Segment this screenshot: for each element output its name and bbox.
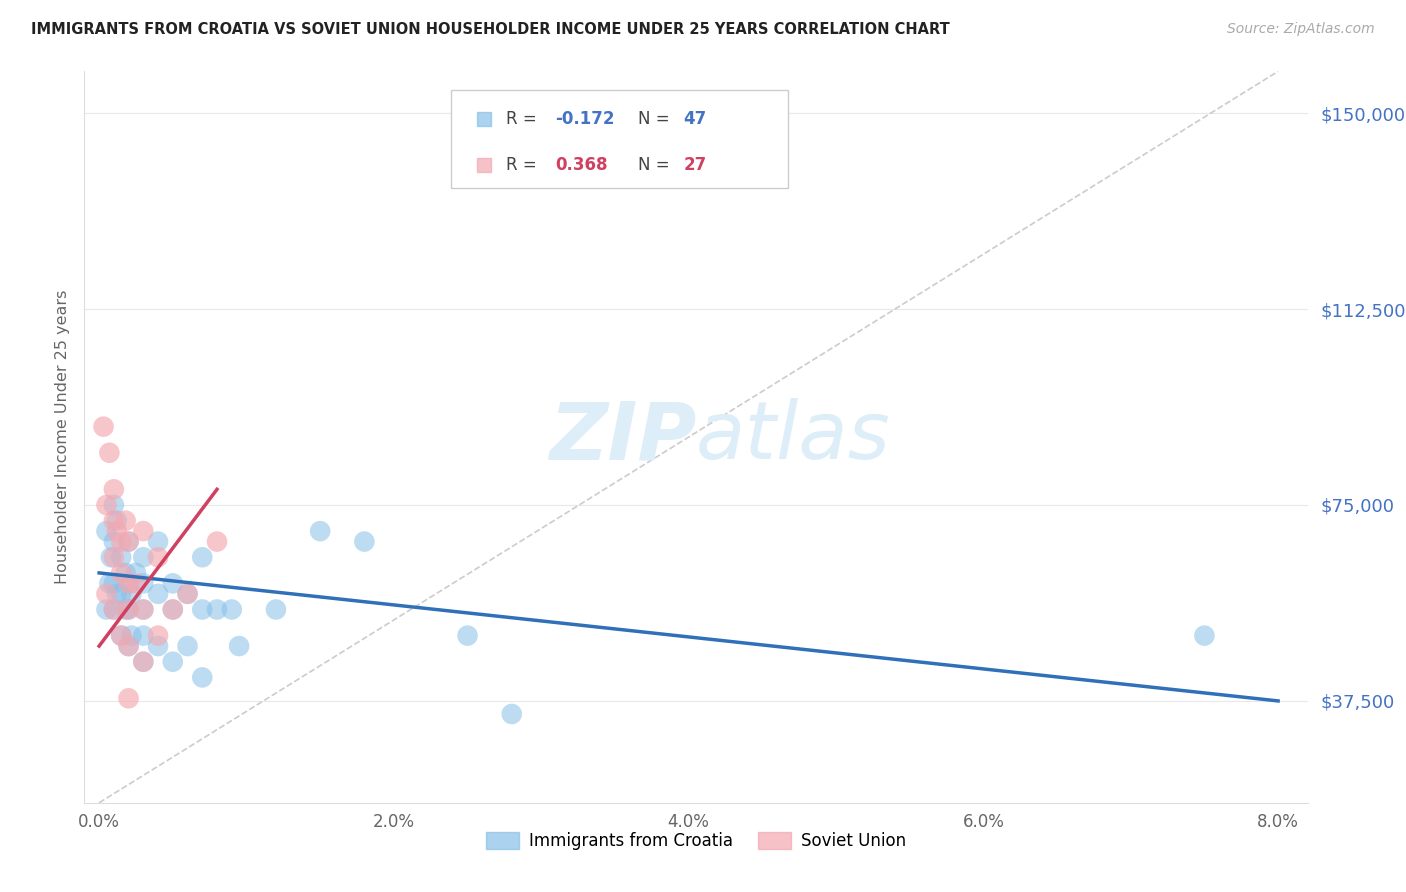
- Point: [121, 629, 143, 643]
- Point: [117, 576, 139, 591]
- Point: [110, 629, 132, 643]
- Point: [501, 706, 523, 721]
- Point: [132, 655, 155, 669]
- Point: [146, 639, 169, 653]
- Point: [110, 566, 132, 580]
- Point: [132, 602, 155, 616]
- Point: [103, 550, 125, 565]
- Point: [103, 514, 125, 528]
- Point: [117, 576, 139, 591]
- Point: [100, 550, 122, 565]
- Point: [191, 602, 214, 616]
- Point: [105, 587, 128, 601]
- Text: N =: N =: [638, 155, 675, 174]
- Point: [132, 524, 155, 538]
- Point: [1194, 629, 1216, 643]
- Point: [103, 602, 125, 616]
- Point: [146, 534, 169, 549]
- FancyBboxPatch shape: [451, 90, 787, 188]
- Point: [93, 419, 115, 434]
- Point: [96, 602, 118, 616]
- Point: [121, 587, 143, 601]
- Point: [162, 602, 184, 616]
- Point: [117, 691, 139, 706]
- Point: [205, 534, 228, 549]
- Point: [264, 602, 287, 616]
- Text: IMMIGRANTS FROM CROATIA VS SOVIET UNION HOUSEHOLDER INCOME UNDER 25 YEARS CORREL: IMMIGRANTS FROM CROATIA VS SOVIET UNION …: [31, 22, 949, 37]
- Point: [132, 550, 155, 565]
- Point: [105, 524, 128, 538]
- Point: [103, 602, 125, 616]
- Point: [191, 670, 214, 684]
- Text: -0.172: -0.172: [555, 110, 614, 128]
- Point: [132, 602, 155, 616]
- Point: [176, 639, 198, 653]
- Point: [146, 587, 169, 601]
- Point: [110, 629, 132, 643]
- Point: [132, 629, 155, 643]
- Text: N =: N =: [638, 110, 675, 128]
- Point: [117, 602, 139, 616]
- Point: [110, 534, 132, 549]
- Point: [117, 534, 139, 549]
- Point: [176, 587, 198, 601]
- Text: 47: 47: [683, 110, 707, 128]
- Point: [103, 576, 125, 591]
- Point: [162, 655, 184, 669]
- Point: [105, 514, 128, 528]
- Point: [98, 576, 121, 591]
- Point: [353, 534, 375, 549]
- Text: 0.368: 0.368: [555, 155, 607, 174]
- Point: [103, 483, 125, 497]
- Point: [98, 446, 121, 460]
- Point: [146, 550, 169, 565]
- Point: [205, 602, 228, 616]
- Point: [191, 550, 214, 565]
- Point: [96, 524, 118, 538]
- Point: [96, 587, 118, 601]
- Point: [110, 587, 132, 601]
- Point: [114, 514, 136, 528]
- Point: [103, 534, 125, 549]
- Point: [96, 498, 118, 512]
- Point: [125, 566, 148, 580]
- Point: [117, 534, 139, 549]
- Point: [110, 550, 132, 565]
- Point: [309, 524, 332, 538]
- Text: atlas: atlas: [696, 398, 891, 476]
- Point: [117, 639, 139, 653]
- Point: [117, 639, 139, 653]
- Point: [221, 602, 243, 616]
- Point: [457, 629, 479, 643]
- Point: [176, 587, 198, 601]
- Point: [132, 655, 155, 669]
- Point: [228, 639, 250, 653]
- Text: ZIP: ZIP: [548, 398, 696, 476]
- Point: [103, 498, 125, 512]
- Point: [117, 602, 139, 616]
- Point: [125, 576, 148, 591]
- Text: R =: R =: [506, 155, 543, 174]
- Text: R =: R =: [506, 110, 543, 128]
- Text: 27: 27: [683, 155, 707, 174]
- Point: [162, 576, 184, 591]
- Text: Source: ZipAtlas.com: Source: ZipAtlas.com: [1227, 22, 1375, 37]
- Point: [114, 602, 136, 616]
- Point: [146, 629, 169, 643]
- Point: [162, 602, 184, 616]
- Point: [132, 576, 155, 591]
- Legend: Immigrants from Croatia, Soviet Union: Immigrants from Croatia, Soviet Union: [479, 825, 912, 856]
- Point: [114, 566, 136, 580]
- Y-axis label: Householder Income Under 25 years: Householder Income Under 25 years: [55, 290, 70, 584]
